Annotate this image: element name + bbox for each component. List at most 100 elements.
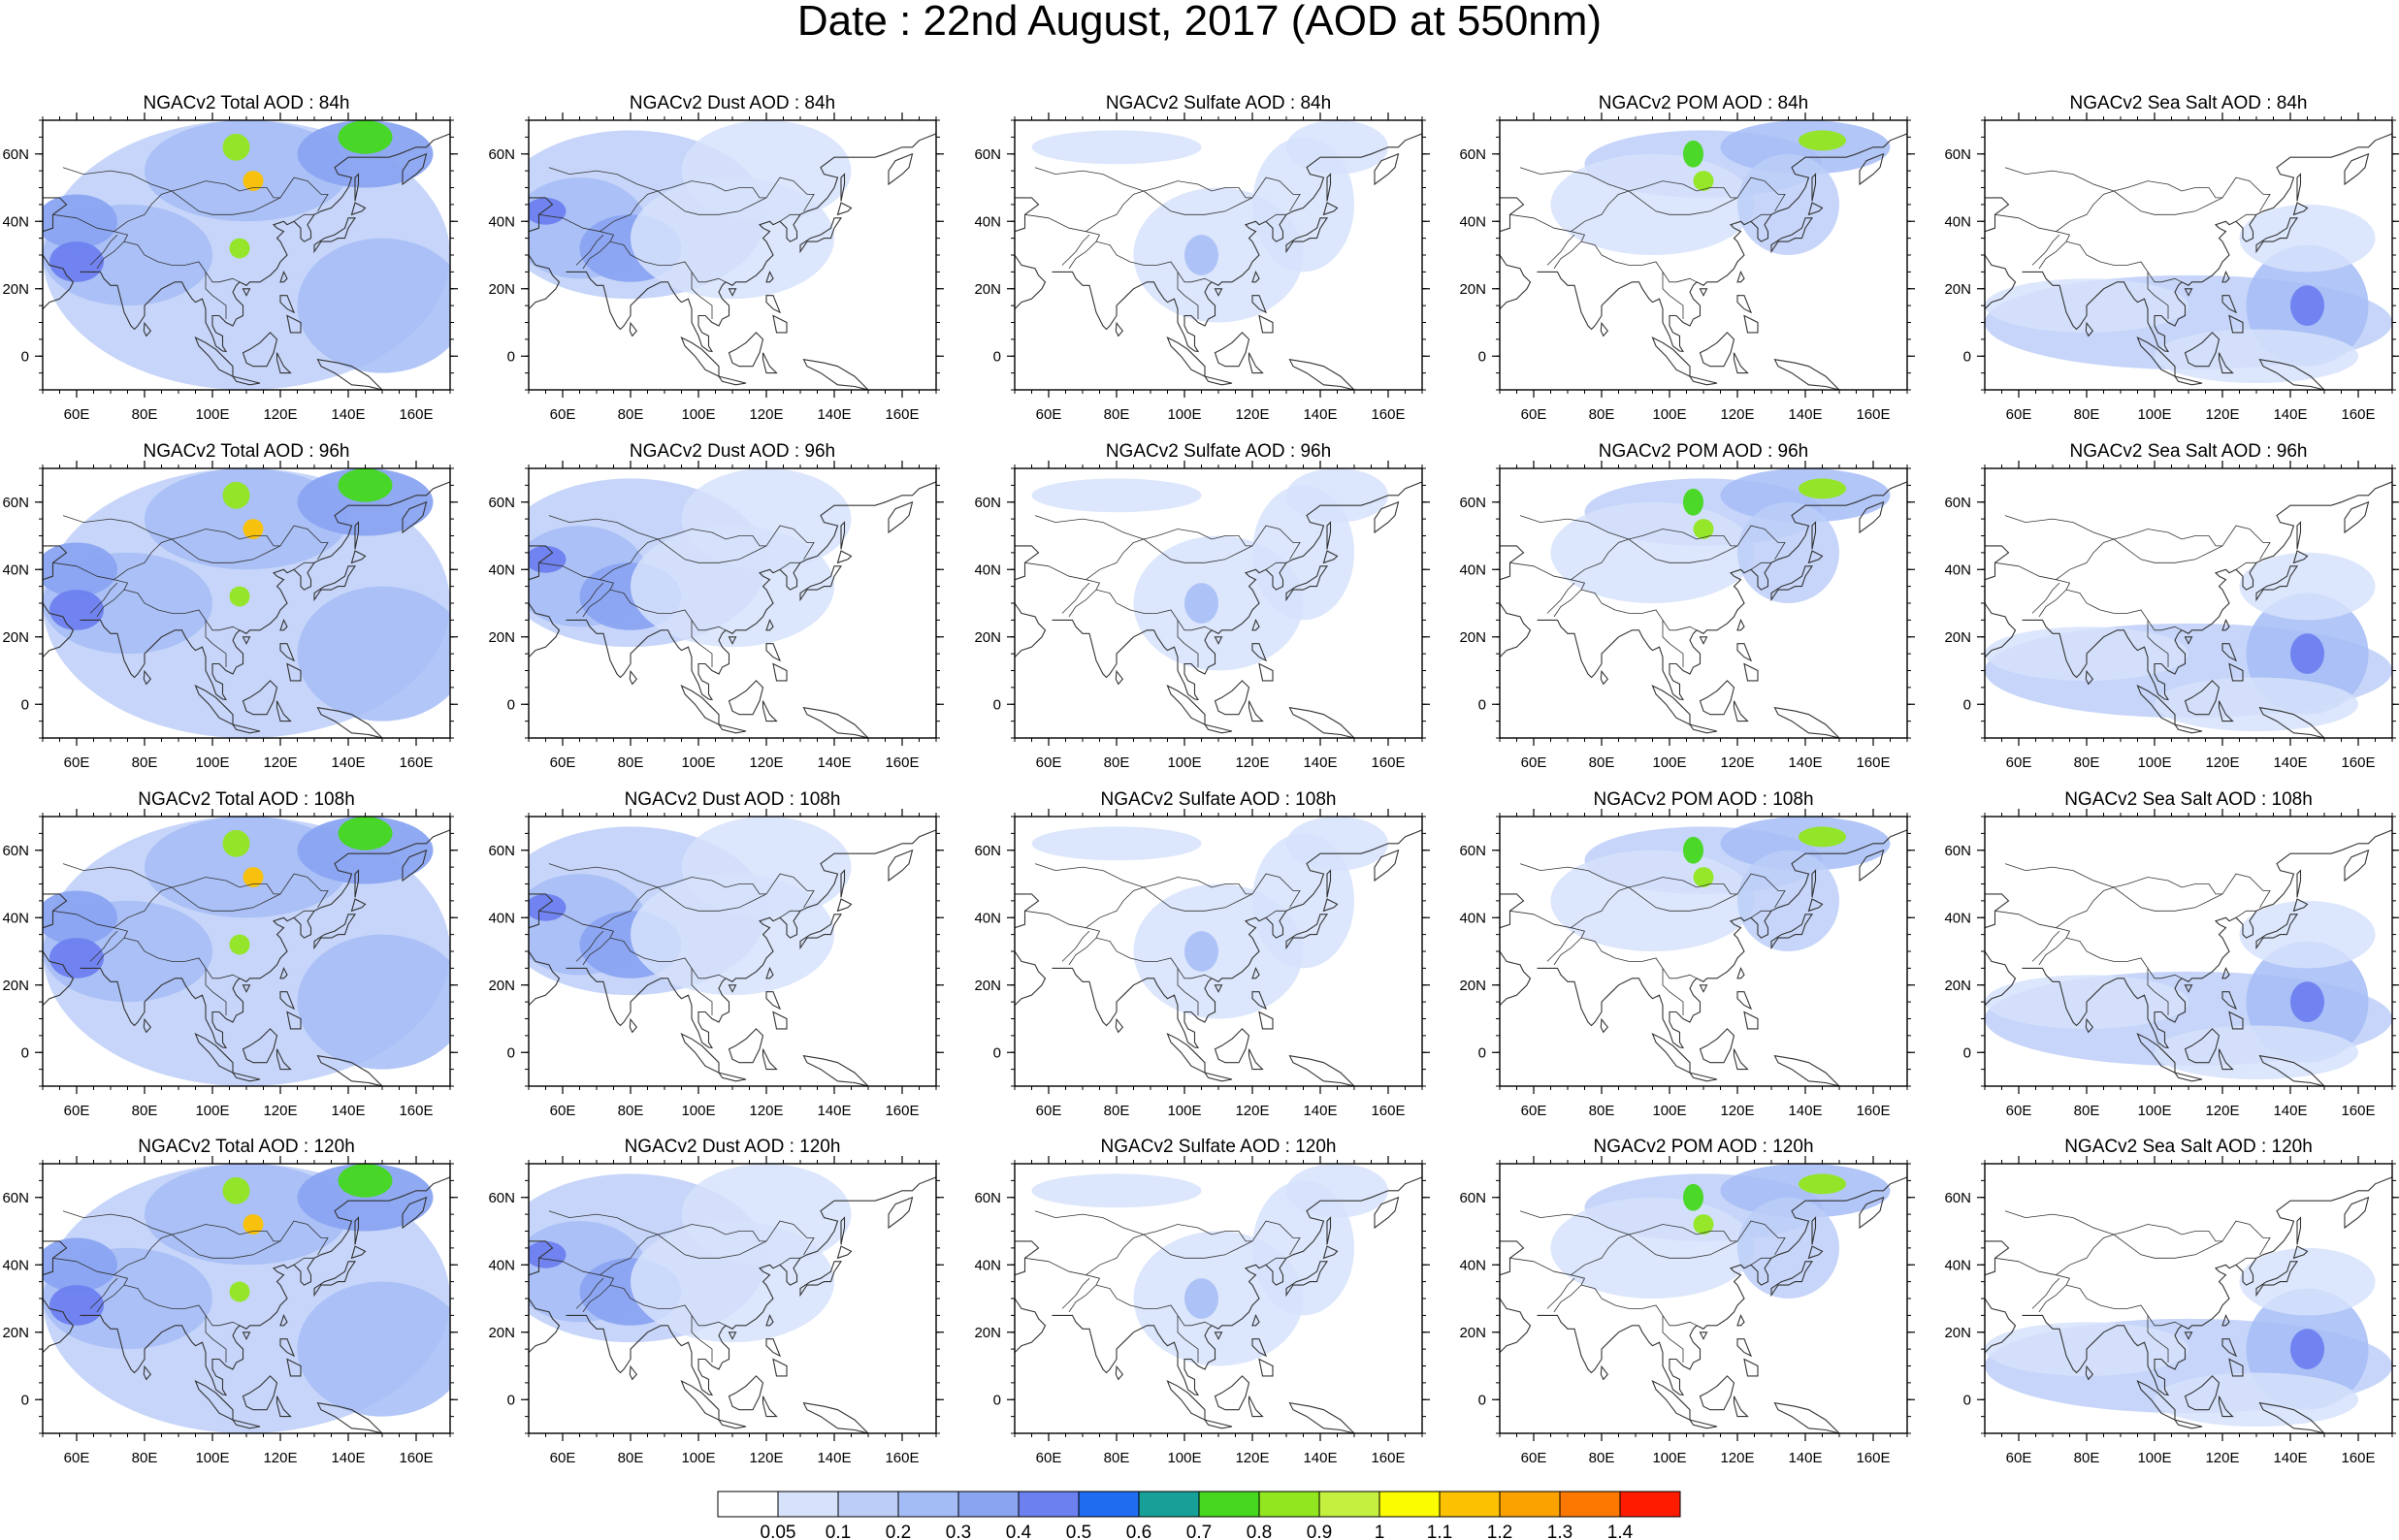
- border-line: [113, 190, 173, 233]
- border-line: [1994, 561, 2071, 618]
- coastline: [566, 481, 936, 701]
- lon-tick-label: 60E: [64, 1450, 90, 1466]
- border-line: [293, 213, 314, 222]
- border-line: [1509, 910, 1586, 966]
- island-outline: [888, 500, 914, 534]
- coastlines: [529, 468, 936, 738]
- lon-tick-label: 140E: [2273, 1103, 2307, 1119]
- island-outline: [1699, 984, 1708, 993]
- aod-shading: [631, 526, 834, 648]
- border-line: [2065, 589, 2149, 621]
- border-line: [2113, 190, 2223, 215]
- island-outline: [242, 332, 278, 368]
- lon-tick-label: 100E: [1167, 1103, 1201, 1119]
- lon-tick-label: 120E: [263, 1103, 297, 1119]
- border-line: [293, 561, 314, 570]
- border-line: [609, 241, 693, 273]
- island-outline: [279, 1338, 296, 1358]
- panel-title: NGACv2 Sea Salt AOD : 84h: [2069, 93, 2307, 113]
- lon-tick-label: 160E: [885, 406, 919, 423]
- border-line: [1571, 190, 1630, 233]
- border-line: [609, 1284, 693, 1316]
- coastline: [1015, 545, 1047, 658]
- lon-tick-label: 80E: [132, 1450, 158, 1466]
- island-outline: [1374, 849, 1400, 882]
- border-line: [1095, 589, 1179, 621]
- island-outline: [143, 1364, 152, 1381]
- island-outline: [1859, 152, 1885, 186]
- border-line: [2113, 525, 2271, 561]
- island-outline: [316, 358, 383, 390]
- map-panel: 60E 80E 100E 120E 140E 160E 0 20N 40N 60N NGACv2 D…: [488, 93, 944, 423]
- colorbar-label: 0.9: [1307, 1523, 1332, 1540]
- island-outline: [2173, 723, 2203, 734]
- lon-tick-label: 60E: [2006, 1450, 2032, 1466]
- lon-tick-label: 120E: [2205, 406, 2239, 423]
- island-outline: [1733, 700, 1749, 722]
- aod-shading: [145, 817, 348, 918]
- border-line: [1143, 176, 1301, 212]
- island-outline: [316, 706, 383, 738]
- lat-tick-label: 40N: [974, 213, 1001, 230]
- lat-tick-label: 0: [1478, 1392, 1486, 1408]
- lat-tick-label: 0: [993, 348, 1001, 365]
- coastlines: [43, 468, 450, 738]
- aod-shading: [243, 867, 264, 887]
- coastlines: [1015, 1164, 1422, 1433]
- border-line: [1509, 213, 1586, 270]
- aod-shading: [43, 1237, 117, 1293]
- lon-tick-label: 100E: [1652, 754, 1686, 771]
- lon-tick-label: 60E: [1521, 1450, 1547, 1466]
- island-outline: [836, 1245, 853, 1260]
- lon-tick-label: 140E: [1303, 754, 1337, 771]
- island-outline: [1600, 669, 1609, 686]
- border-line: [1095, 1284, 1179, 1316]
- island-outline: [2296, 869, 2302, 898]
- island-outline: [1258, 1358, 1274, 1377]
- island-outline: [354, 869, 360, 898]
- island-outline: [1251, 295, 1268, 314]
- island-outline: [286, 662, 302, 682]
- coastline: [2022, 1176, 2392, 1396]
- colorbar-label: 0.7: [1186, 1523, 1212, 1540]
- border-line: [2235, 561, 2256, 570]
- border-line: [2031, 582, 2060, 614]
- lat-tick-label: 20N: [1459, 978, 1486, 994]
- lon-tick-label: 120E: [263, 1450, 297, 1466]
- colorbar-swatch: [1499, 1491, 1561, 1518]
- border-line: [1509, 1257, 1586, 1313]
- aod-shading: [2290, 1329, 2324, 1369]
- aod-shading: [229, 586, 250, 607]
- lon-tick-label: 80E: [1104, 1103, 1130, 1119]
- aod-shading: [2290, 285, 2324, 326]
- border-line: [1628, 525, 1786, 561]
- aod-shading: [1184, 235, 1218, 275]
- aod-field: [1550, 817, 1891, 951]
- aod-shading: [1799, 1173, 1846, 1195]
- aod-shading: [1737, 501, 1839, 603]
- aod-field: [1550, 468, 1891, 603]
- island-outline: [728, 288, 737, 297]
- panel-title: NGACv2 Dust AOD : 108h: [625, 789, 841, 810]
- border-line: [1662, 968, 1698, 979]
- colorbar-label: 0.5: [1066, 1523, 1091, 1540]
- aod-shading: [49, 938, 104, 979]
- lon-tick-label: 160E: [399, 1103, 433, 1119]
- island-outline: [2255, 565, 2299, 602]
- island-outline: [1699, 332, 1735, 368]
- panel-title: NGACv2 Sulfate AOD : 96h: [1106, 441, 1331, 462]
- island-outline: [2296, 1216, 2302, 1245]
- lon-tick-label: 60E: [550, 1450, 576, 1466]
- lat-tick-label: 0: [1963, 348, 1971, 365]
- border-line: [1628, 538, 1738, 563]
- border-line: [89, 234, 118, 266]
- lon-tick-label: 80E: [1104, 754, 1130, 771]
- border-line: [1143, 886, 1253, 912]
- island-outline: [1288, 1054, 1355, 1086]
- border-line: [62, 863, 173, 888]
- lon-tick-label: 80E: [1104, 406, 1130, 423]
- island-outline: [1699, 1028, 1735, 1064]
- island-outline: [1166, 684, 1206, 725]
- border-line: [2065, 1284, 2149, 1316]
- border-line: [2235, 213, 2256, 222]
